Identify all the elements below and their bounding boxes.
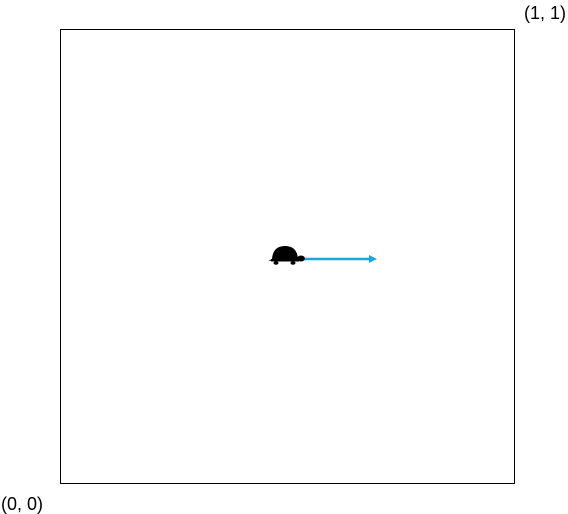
turtle-leg	[273, 261, 279, 265]
top-right-label: (1, 1)	[524, 3, 566, 23]
turtle-leg	[290, 261, 296, 265]
arrow-head	[369, 255, 377, 263]
bottom-left-label: (0, 0)	[1, 494, 43, 514]
turtle-belly	[271, 259, 299, 262]
turtle-shell	[272, 246, 298, 259]
turtle-head	[297, 255, 305, 262]
heading-arrow	[296, 255, 377, 263]
turtle-tail	[268, 259, 272, 261]
turtle	[268, 246, 305, 265]
